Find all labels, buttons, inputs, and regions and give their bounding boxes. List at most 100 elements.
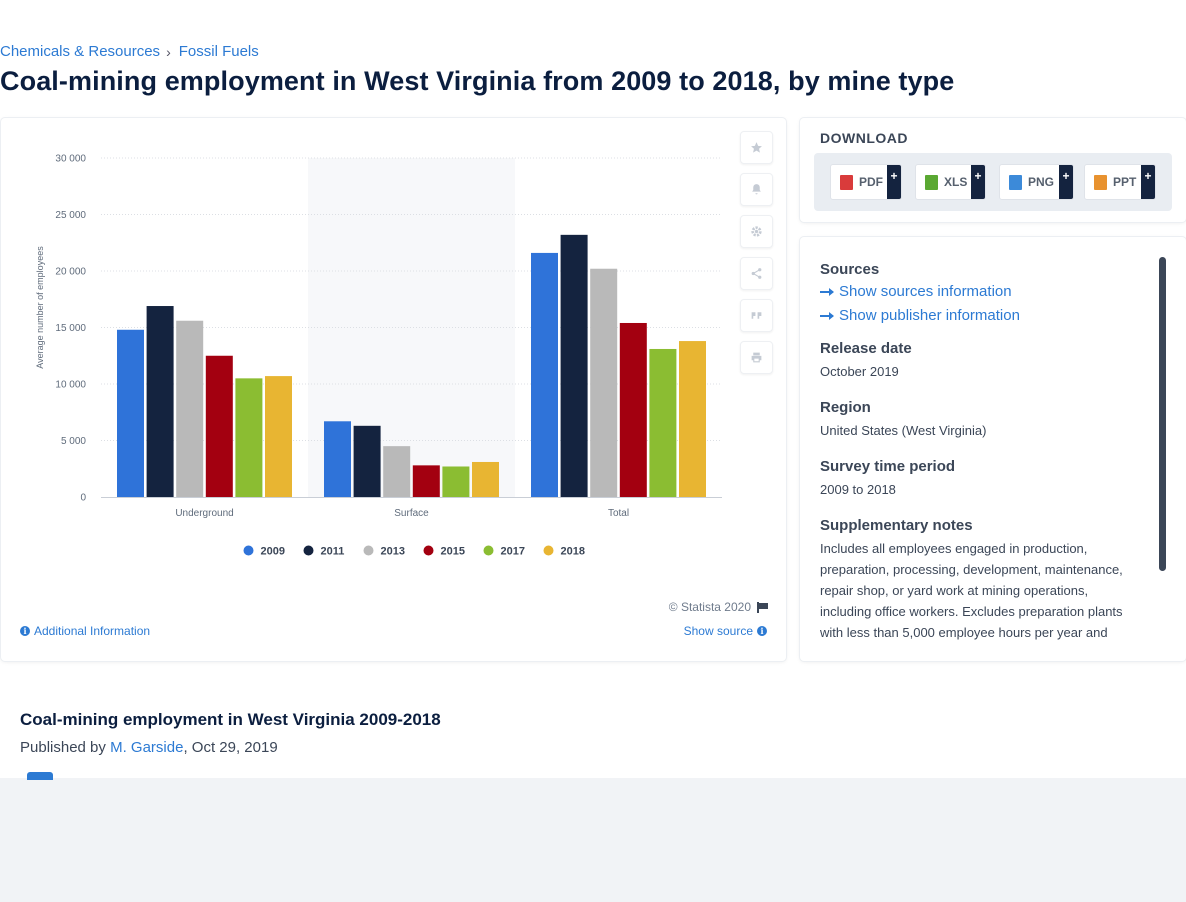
bar-total-2018 bbox=[679, 341, 706, 497]
share-button[interactable] bbox=[740, 257, 773, 290]
plus-icon: + bbox=[971, 165, 985, 199]
legend-label-2018: 2018 bbox=[561, 546, 585, 558]
info-icon: i bbox=[20, 626, 30, 636]
credit-text: © Statista 2020 bbox=[668, 600, 751, 614]
details-scrollbar[interactable] bbox=[1159, 257, 1166, 571]
settings-button[interactable] bbox=[740, 215, 773, 248]
plus-icon: + bbox=[887, 165, 901, 199]
png-file-icon bbox=[1009, 174, 1022, 190]
bar-underground-2017 bbox=[235, 378, 263, 497]
survey-period-value: 2009 to 2018 bbox=[820, 482, 896, 497]
supplementary-notes-value: Includes all employees engaged in produc… bbox=[820, 541, 1123, 640]
legend-marker-2018 bbox=[543, 545, 554, 556]
x-tick-label: Total bbox=[608, 508, 629, 519]
statista-credit: © Statista 2020 bbox=[669, 600, 768, 614]
y-tick-label: 20 000 bbox=[55, 267, 86, 278]
share-icon bbox=[751, 268, 762, 279]
arrow-right-icon bbox=[820, 288, 834, 296]
download-png-button[interactable]: PNG + bbox=[999, 164, 1074, 200]
cite-button[interactable] bbox=[740, 299, 773, 332]
quote-icon bbox=[751, 312, 762, 319]
y-tick-label: 30 000 bbox=[55, 154, 86, 165]
breadcrumb-item-fossil-fuels[interactable]: Fossil Fuels bbox=[178, 43, 259, 60]
download-xls-label: XLS bbox=[944, 175, 968, 189]
legend-label-2015: 2015 bbox=[441, 546, 465, 558]
download-png-label: PNG bbox=[1028, 175, 1055, 189]
breadcrumb: Chemicals & Resources › Fossil Fuels bbox=[0, 43, 259, 60]
legend-label-2017: 2017 bbox=[501, 546, 525, 558]
download-pdf-button[interactable]: PDF + bbox=[830, 164, 902, 200]
xls-file-icon bbox=[925, 174, 938, 190]
bar-surface-2015 bbox=[412, 465, 440, 497]
info-icon: i bbox=[757, 626, 767, 636]
publication-date: , Oct 29, 2019 bbox=[183, 739, 278, 756]
show-sources-label: Show sources information bbox=[839, 283, 1012, 300]
x-tick-label: Underground bbox=[175, 508, 233, 519]
legend-label-2009: 2009 bbox=[261, 546, 285, 558]
additional-information-label: Additional Information bbox=[34, 624, 151, 638]
show-source-link[interactable]: Show source i bbox=[684, 624, 767, 638]
bar-surface-2013 bbox=[383, 446, 411, 497]
breadcrumb-separator: › bbox=[166, 43, 171, 60]
breadcrumb-item-chemicals[interactable]: Chemicals & Resources bbox=[0, 43, 161, 60]
star-icon bbox=[751, 142, 762, 153]
show-publisher-link[interactable]: Show publisher information bbox=[820, 306, 1140, 326]
bar-underground-2009 bbox=[117, 329, 144, 497]
details-scroll-area[interactable]: Sources Show sources information Show pu… bbox=[820, 261, 1140, 642]
author-link[interactable]: M. Garside bbox=[110, 739, 184, 756]
published-by-label: Published by bbox=[20, 739, 106, 756]
show-source-label: Show source bbox=[683, 624, 753, 638]
bar-surface-2011 bbox=[353, 425, 381, 497]
region-value: United States (West Virginia) bbox=[820, 423, 987, 438]
show-sources-link[interactable]: Show sources information bbox=[820, 282, 1140, 302]
bar-surface-2017 bbox=[442, 466, 470, 497]
bar-surface-2018 bbox=[472, 461, 499, 497]
page-title: Coal-mining employment in West Virginia … bbox=[0, 66, 955, 96]
chart-card: 0 5 000 10 000 15 000 20 000 25 000 30 000 Aver… bbox=[1, 118, 786, 661]
bar-underground-2018 bbox=[265, 376, 292, 497]
bar-underground-2011 bbox=[146, 306, 174, 497]
publication-title: Coal-mining employment in West Virginia … bbox=[20, 710, 441, 729]
plus-icon: + bbox=[1141, 165, 1155, 199]
print-button[interactable] bbox=[740, 341, 773, 374]
y-axis-label: Average number of employees bbox=[35, 246, 45, 369]
sources-heading: Sources bbox=[820, 261, 880, 278]
scrollbar-thumb[interactable] bbox=[1159, 257, 1166, 571]
arrow-right-icon bbox=[820, 312, 834, 320]
y-tick-label: 0 bbox=[80, 493, 86, 504]
gear-icon bbox=[751, 226, 762, 237]
download-pdf-label: PDF bbox=[859, 175, 883, 189]
y-tick-label: 25 000 bbox=[55, 210, 86, 221]
download-title: DOWNLOAD bbox=[820, 130, 908, 146]
legend-marker-2011 bbox=[303, 545, 314, 556]
y-tick-label: 15 000 bbox=[55, 323, 86, 334]
download-card: DOWNLOAD PDF + XLS + PNG + PPT + bbox=[800, 118, 1186, 222]
plus-icon: + bbox=[1059, 165, 1073, 199]
bar-total-2011 bbox=[560, 234, 588, 497]
statistic-details-card: Sources Show sources information Show pu… bbox=[800, 237, 1186, 661]
legend-label-2013: 2013 bbox=[381, 546, 405, 558]
download-ppt-button[interactable]: PPT + bbox=[1084, 164, 1156, 200]
ppt-file-icon bbox=[1094, 174, 1107, 190]
y-tick-label: 5 000 bbox=[61, 436, 86, 447]
download-xls-button[interactable]: XLS + bbox=[915, 164, 986, 200]
legend-marker-2013 bbox=[363, 545, 374, 556]
bar-total-2017 bbox=[649, 348, 677, 497]
region-heading: Region bbox=[820, 399, 871, 416]
bookmark-tab[interactable] bbox=[27, 772, 53, 780]
x-tick-label: Surface bbox=[394, 508, 429, 519]
notification-button[interactable] bbox=[740, 173, 773, 206]
bar-chart: 0 5 000 10 000 15 000 20 000 25 000 30 000 Aver… bbox=[35, 154, 722, 558]
publication-section: Coal-mining employment in West Virginia … bbox=[20, 710, 441, 756]
y-tick-label: 10 000 bbox=[55, 380, 86, 391]
bar-total-2015 bbox=[619, 322, 647, 497]
release-date-value: October 2019 bbox=[820, 364, 899, 379]
legend-label-2011: 2011 bbox=[321, 546, 345, 558]
flag-icon[interactable] bbox=[757, 601, 768, 613]
bar-underground-2015 bbox=[205, 355, 233, 497]
survey-period-heading: Survey time period bbox=[820, 458, 956, 475]
additional-information-link[interactable]: i Additional Information bbox=[20, 624, 150, 638]
supplementary-notes-heading: Supplementary notes bbox=[820, 517, 973, 534]
favorite-button[interactable] bbox=[740, 131, 773, 164]
chart-tools bbox=[740, 131, 773, 383]
